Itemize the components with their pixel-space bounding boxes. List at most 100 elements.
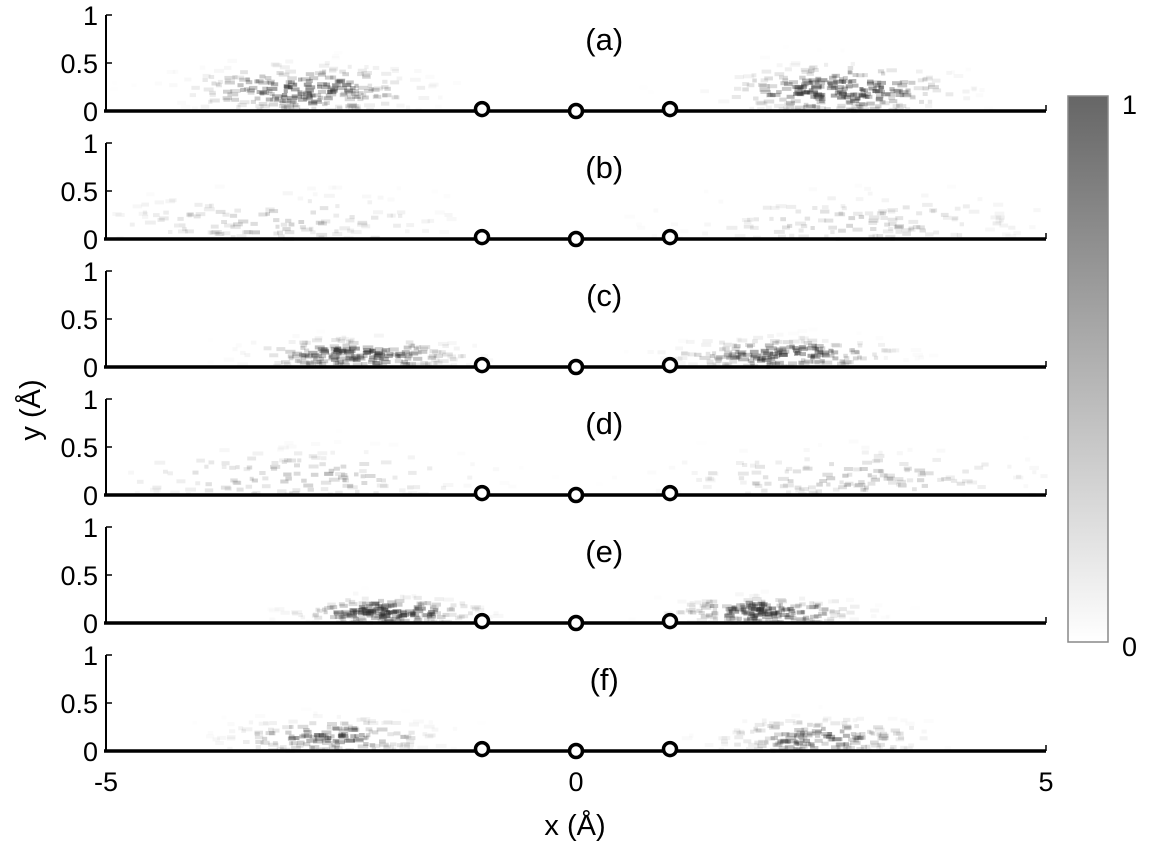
density-cell: [774, 72, 785, 77]
density-cell: [273, 98, 284, 103]
density-cell: [270, 97, 279, 102]
density-cell: [335, 336, 341, 341]
density-cell: [163, 469, 168, 474]
density-cell: [854, 482, 866, 487]
density-cell: [393, 731, 401, 736]
density-cell: [865, 744, 871, 749]
density-cell: [719, 340, 725, 345]
density-cell: [220, 485, 231, 490]
density-cell: [279, 65, 290, 70]
density-cell: [867, 729, 872, 734]
density-cell: [405, 736, 416, 741]
density-cell: [226, 735, 236, 739]
density-cell: [367, 719, 376, 724]
density-cell: [811, 103, 816, 108]
density-cell: [796, 611, 805, 615]
density-cell: [802, 615, 810, 620]
density-cell: [925, 232, 934, 237]
density-cell: [408, 343, 416, 348]
density-cell: [324, 61, 330, 66]
density-cell: [839, 359, 845, 364]
density-cell: [297, 458, 302, 463]
density-cell: [214, 69, 224, 73]
density-cell: [273, 231, 279, 236]
density-cell: [821, 607, 829, 612]
density-cell: [759, 87, 771, 92]
density-cell: [778, 602, 783, 607]
density-cell: [310, 93, 316, 98]
density-cell: [836, 90, 847, 95]
density-cell: [776, 603, 781, 608]
density-cell: [279, 458, 289, 463]
density-cell: [300, 343, 308, 348]
density-cell: [275, 224, 280, 229]
density-cell: [333, 610, 344, 615]
density-cell: [438, 350, 446, 355]
density-cell: [335, 79, 341, 84]
density-cell: [435, 105, 442, 109]
density-cell: [381, 85, 389, 90]
density-cell: [612, 476, 617, 480]
density-cell: [663, 610, 673, 615]
density-cell: [878, 469, 885, 474]
density-cell: [457, 614, 465, 619]
density-cell: [763, 740, 769, 745]
density-cell: [848, 79, 857, 83]
density-cell: [724, 617, 732, 622]
density-cell: [369, 348, 375, 353]
density-cell: [319, 349, 330, 353]
density-cell: [417, 746, 428, 750]
density-cell: [318, 95, 324, 100]
density-cell: [299, 360, 311, 365]
density-cell: [795, 209, 802, 214]
density-cell: [798, 360, 805, 365]
density-cell: [822, 611, 827, 616]
density-cell: [219, 448, 229, 452]
density-cell: [1025, 458, 1030, 462]
density-cell: [742, 82, 750, 86]
panel-5: 00.51(e): [60, 513, 1047, 639]
density-cell: [765, 346, 777, 351]
density-cell: [251, 478, 258, 483]
density-cell: [377, 604, 383, 609]
density-cell: [259, 471, 266, 475]
density-cell: [314, 615, 323, 620]
density-cell: [803, 104, 815, 109]
panel-label: (c): [586, 278, 622, 313]
density-cell: [350, 230, 362, 235]
density-cell: [262, 476, 269, 481]
density-cell: [373, 86, 384, 91]
density-cell: [912, 225, 921, 230]
density-cell: [728, 353, 737, 358]
density-cell: [301, 733, 310, 738]
density-cell: [289, 100, 297, 105]
density-cell: [743, 617, 750, 622]
density-cell: [287, 354, 294, 359]
density-cell: [962, 89, 970, 94]
density-cell: [442, 344, 449, 348]
density-cell: [786, 345, 795, 350]
density-cell: [242, 727, 253, 732]
density-cell: [394, 94, 399, 99]
density-cell: [437, 615, 446, 619]
density-cell: [440, 485, 447, 490]
density-cell: [724, 362, 733, 367]
density-cell: [381, 349, 388, 354]
density-cell: [344, 726, 349, 731]
atom-marker: [661, 356, 679, 374]
density-cell: [262, 736, 268, 741]
density-cell: [762, 612, 769, 617]
density-cell: [350, 611, 356, 616]
density-cell: [352, 358, 361, 362]
density-cell: [255, 714, 265, 718]
density-cell: [429, 349, 439, 354]
density-cell: [689, 734, 693, 738]
density-cell: [815, 730, 822, 735]
density-cell: [785, 719, 796, 723]
density-cell: [280, 479, 289, 484]
density-cell: [270, 62, 280, 67]
density-cell: [290, 100, 296, 105]
density-cell: [414, 615, 421, 620]
density-cell: [821, 205, 829, 210]
density-cell: [423, 724, 435, 729]
